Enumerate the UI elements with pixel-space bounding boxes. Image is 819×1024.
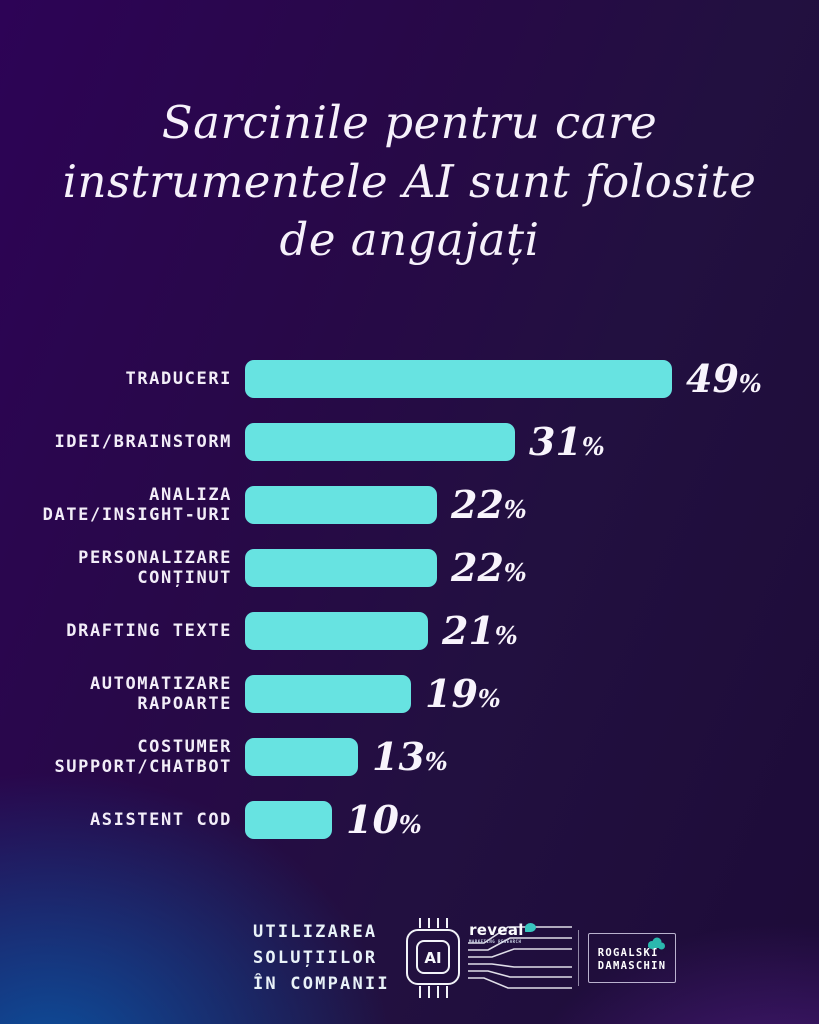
footer-divider xyxy=(577,930,579,986)
bar-analiza-date xyxy=(245,485,437,524)
partner-name-line-1: ROGALSKI xyxy=(597,947,659,959)
bar-asistent-cod xyxy=(245,800,332,839)
ai-chip-label: AI xyxy=(424,949,441,967)
bar-drafting-texte xyxy=(245,611,428,650)
reveal-logo-blob-icon xyxy=(524,923,536,932)
bar-chart: TRADUCERI 49% IDEI/BRAINSTORM 31% ANALIZ… xyxy=(0,347,819,851)
chart-row-drafting-texte: DRAFTING TEXTE 21% xyxy=(0,599,819,662)
value-label: 49% xyxy=(686,355,762,401)
value-label: 22% xyxy=(451,544,527,590)
percent-sign: % xyxy=(503,494,527,524)
percent-sign: % xyxy=(494,620,518,650)
percent-sign: % xyxy=(738,368,762,398)
ai-chip-icon: AI xyxy=(405,918,460,998)
chart-row-traduceri: TRADUCERI 49% xyxy=(0,347,819,410)
chart-row-automatizare-rapoarte: AUTOMATIZARE RAPOARTE 19% xyxy=(0,662,819,725)
chart-row-personalizare-continut: PERSONALIZARE CONȚINUT 22% xyxy=(0,536,819,599)
value-label: 21% xyxy=(442,607,518,653)
category-label: DRAFTING TEXTE xyxy=(66,620,232,641)
reveal-logo-name: reveal xyxy=(469,921,524,939)
percent-sign: % xyxy=(477,683,501,713)
bar-automatizare-rapoarte xyxy=(245,674,411,713)
tree-icon xyxy=(648,937,666,950)
percent-sign: % xyxy=(398,809,422,839)
chart-row-asistent-cod: ASISTENT COD 10% xyxy=(0,788,819,851)
footer-caption: UTILIZAREA SOLUȚIILOR ÎN COMPANII xyxy=(253,922,390,994)
chart-row-idei-brainstorm: IDEI/BRAINSTORM 31% xyxy=(0,410,819,473)
title-line-1: Sarcinile pentru care xyxy=(161,96,658,149)
percent-sign: % xyxy=(503,557,527,587)
value-label: 22% xyxy=(451,481,527,527)
value-label: 31% xyxy=(529,418,605,464)
rogalski-damaschin-logo: ROGALSKI DAMASCHIN xyxy=(587,933,677,983)
category-label: PERSONALIZARE CONȚINUT xyxy=(78,547,232,588)
value-label: 10% xyxy=(346,796,422,842)
category-label: TRADUCERI xyxy=(125,368,232,389)
value-label: 19% xyxy=(425,670,501,716)
chart-row-analiza-date: ANALIZA DATE/INSIGHT-URI 22% xyxy=(0,473,819,536)
reveal-logo: reveal MARKETING RESEARCH xyxy=(469,923,574,948)
category-label: ASISTENT COD xyxy=(89,809,232,830)
category-label: AUTOMATIZARE RAPOARTE xyxy=(89,673,232,714)
percent-sign: % xyxy=(581,431,605,461)
value-label: 13% xyxy=(372,733,448,779)
category-label: ANALIZA DATE/INSIGHT-URI xyxy=(42,484,232,525)
footer-branding: UTILIZAREA SOLUȚIILOR ÎN COMPANII AI xyxy=(253,912,677,1004)
bar-costumer-support xyxy=(245,737,358,776)
category-label: IDEI/BRAINSTORM xyxy=(54,431,232,452)
percent-sign: % xyxy=(424,746,448,776)
bar-traduceri xyxy=(245,359,672,398)
bar-personalizare-continut xyxy=(245,548,437,587)
category-label: COSTUMER SUPPORT/CHATBOT xyxy=(54,736,232,777)
circuit-traces-group: reveal MARKETING RESEARCH xyxy=(467,923,574,991)
partner-name-line-2: DAMASCHIN xyxy=(597,960,667,972)
title-line-2: instrumentele AI sunt folosite xyxy=(62,154,757,208)
title-line-3: de angajați xyxy=(279,213,540,266)
chart-row-costumer-support: COSTUMER SUPPORT/CHATBOT 13% xyxy=(0,725,819,788)
bar-idei-brainstorm xyxy=(245,422,515,461)
circuit-traces-icon xyxy=(467,926,572,989)
reveal-logo-subtitle: MARKETING RESEARCH xyxy=(469,939,522,944)
page-title: Sarcinile pentru care instrumentele AI s… xyxy=(0,94,819,270)
